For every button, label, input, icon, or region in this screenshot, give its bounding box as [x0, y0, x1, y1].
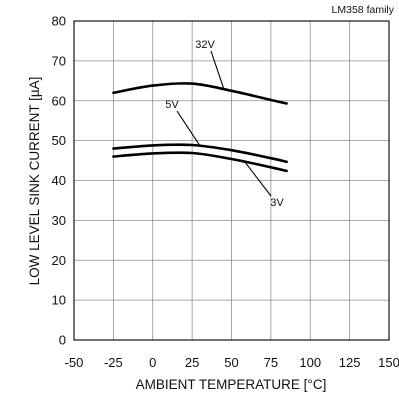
y-tick-label: 60 — [52, 93, 66, 108]
y-tick-label: 80 — [52, 14, 66, 29]
y-tick-label: 70 — [52, 53, 66, 68]
x-tick-label: 0 — [149, 355, 156, 370]
top-note: LM358 family — [332, 4, 395, 16]
x-tick-label: 25 — [185, 355, 199, 370]
x-axis-ticks: -50 -25 0 25 50 75 100 125 150 — [65, 355, 399, 370]
series-line-5v — [112, 143, 288, 164]
leader-line-3v — [243, 160, 272, 197]
x-tick-label: -25 — [104, 355, 123, 370]
series-lines — [112, 82, 288, 173]
leader-line-5v — [176, 110, 201, 147]
grid — [73, 20, 390, 341]
y-tick-label: 10 — [52, 293, 66, 308]
y-tick-label: 30 — [52, 213, 66, 228]
x-tick-label: 50 — [224, 355, 238, 370]
x-tick-label: -50 — [65, 355, 84, 370]
series-label-5v: 5V — [165, 99, 179, 111]
series-line-32v — [112, 82, 288, 105]
plot-frame — [73, 20, 390, 341]
y-axis-title: LOW LEVEL SINK CURRENT [µA] — [27, 77, 42, 286]
series-line-3v — [112, 151, 288, 173]
y-tick-label: 50 — [52, 133, 66, 148]
y-tick-label: 40 — [52, 173, 66, 188]
x-tick-label: 150 — [378, 355, 399, 370]
series-label-32v: 32V — [195, 39, 215, 51]
y-tick-label: 20 — [52, 253, 66, 268]
x-tick-label: 125 — [339, 355, 361, 370]
x-tick-label: 100 — [299, 355, 321, 370]
y-tick-label: 0 — [59, 333, 66, 348]
x-axis-title: AMBIENT TEMPERATURE [°C] — [136, 377, 327, 392]
series-label-3v: 3V — [270, 197, 284, 209]
y-axis-ticks: 0 10 20 30 40 50 60 70 80 — [52, 14, 66, 348]
x-tick-label: 75 — [264, 355, 278, 370]
series-labels: 32V 5V 3V — [165, 39, 284, 209]
leader-line-32v — [210, 50, 225, 89]
series-leaders — [176, 50, 272, 197]
